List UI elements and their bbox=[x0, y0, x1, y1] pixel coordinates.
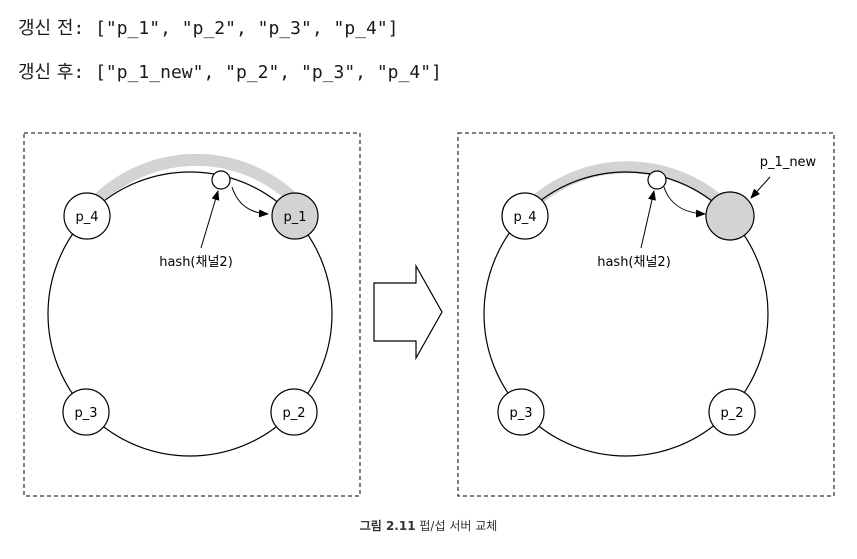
before-update-line: 갱신 전: ["p_1", "p_2", "p_3", "p_4"] bbox=[18, 14, 399, 40]
right-lookup-arrow bbox=[663, 186, 706, 218]
left-lookup-arrow bbox=[231, 186, 269, 218]
left-hash-point bbox=[211, 170, 231, 190]
right-hash-pointer bbox=[640, 190, 656, 249]
figure-caption: 그림 2.11 펍/섭 서버 교체 bbox=[0, 517, 857, 534]
left-node-p1-label: p_1 bbox=[283, 210, 306, 225]
new-node-pointer bbox=[750, 176, 771, 199]
before-label: 갱신 전 bbox=[18, 18, 74, 39]
figure-number: 그림 2.11 bbox=[359, 519, 416, 533]
right-node-p4: p_4 bbox=[501, 192, 549, 240]
after-label: 갱신 후 bbox=[18, 62, 74, 83]
after-update-line: 갱신 후: ["p_1_new", "p_2", "p_3", "p_4"] bbox=[18, 58, 442, 84]
transition-arrow bbox=[373, 263, 443, 361]
left-hash-ring bbox=[47, 171, 333, 457]
right-panel: p_4 p_3 p_2 hash(채널2) p_1_new bbox=[457, 132, 835, 497]
before-list: : ["p_1", "p_2", "p_3", "p_4"] bbox=[73, 18, 399, 39]
right-node-p4-label: p_4 bbox=[513, 210, 536, 225]
left-node-p4-label: p_4 bbox=[75, 210, 98, 225]
new-node-label: p_1_new bbox=[760, 155, 817, 170]
right-node-p3-label: p_3 bbox=[509, 406, 532, 421]
left-panel: p_4 p_1 p_3 p_2 hash(채널2) bbox=[23, 132, 361, 497]
right-hash-label: hash(채널2) bbox=[597, 255, 671, 270]
right-hash-point bbox=[647, 170, 667, 190]
right-panel-frame bbox=[457, 132, 835, 497]
left-hash-label: hash(채널2) bbox=[159, 255, 233, 270]
left-hash-pointer bbox=[200, 190, 220, 249]
left-node-p4: p_4 bbox=[63, 192, 111, 240]
left-highlight-arc bbox=[82, 153, 303, 215]
left-node-p3-label: p_3 bbox=[74, 406, 97, 421]
figure-caption-text: 펍/섭 서버 교체 bbox=[419, 519, 498, 533]
right-node-p2: p_2 bbox=[708, 388, 756, 436]
right-hash-ring bbox=[483, 171, 769, 457]
left-panel-frame bbox=[23, 132, 361, 497]
left-node-p2-label: p_2 bbox=[282, 406, 305, 421]
left-node-p2: p_2 bbox=[270, 388, 318, 436]
right-node-p3: p_3 bbox=[497, 388, 545, 436]
left-node-p1: p_1 bbox=[271, 192, 319, 240]
right-highlight-arc bbox=[520, 161, 735, 216]
after-list: : ["p_1_new", "p_2", "p_3", "p_4"] bbox=[73, 62, 442, 83]
right-node-p2-label: p_2 bbox=[720, 406, 743, 421]
left-node-p3: p_3 bbox=[62, 388, 110, 436]
right-node-p1-new bbox=[705, 191, 755, 241]
